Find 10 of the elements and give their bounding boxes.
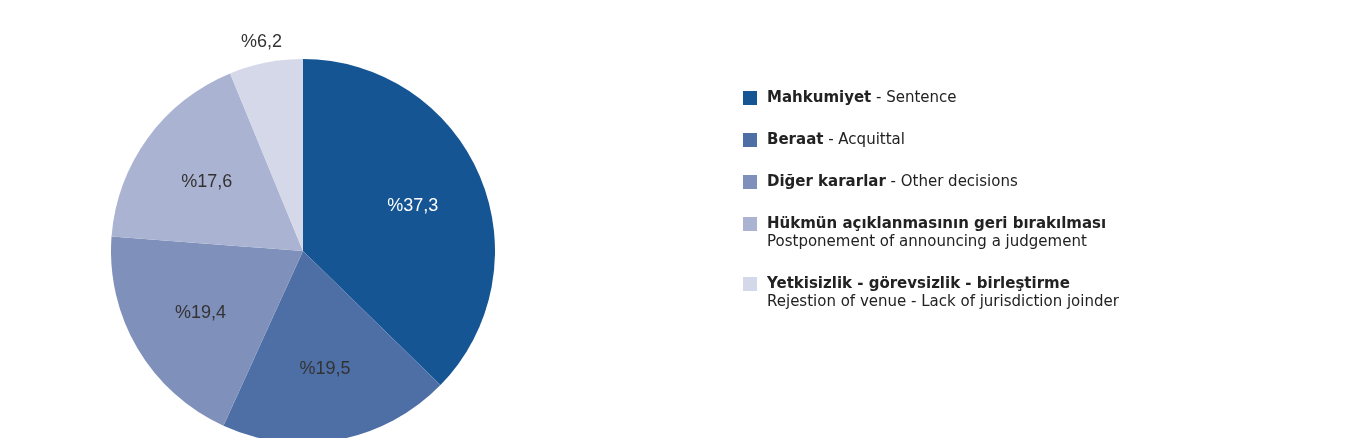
data-label: %19,4 xyxy=(175,301,227,322)
data-label: %17,6 xyxy=(181,171,233,192)
legend-label: Beraat - Acquittal xyxy=(767,130,905,148)
legend-label: Diğer kararlar - Other decisions xyxy=(767,172,1018,190)
data-label: %6,2 xyxy=(241,31,283,52)
data-label: %19,5 xyxy=(299,358,351,378)
legend-label: Hükmün açıklanmasının geri bırakılması Postponement of announcing a judgement xyxy=(767,214,1107,250)
data-label: %37,3 xyxy=(387,194,439,215)
legend-label: Yetkisizlik - görevsizlik - birleştirme Rejestion of venue - Lack of jurisdiction joinder xyxy=(767,274,1119,310)
legend-label: Mahkumiyet - Sentence xyxy=(767,88,957,106)
